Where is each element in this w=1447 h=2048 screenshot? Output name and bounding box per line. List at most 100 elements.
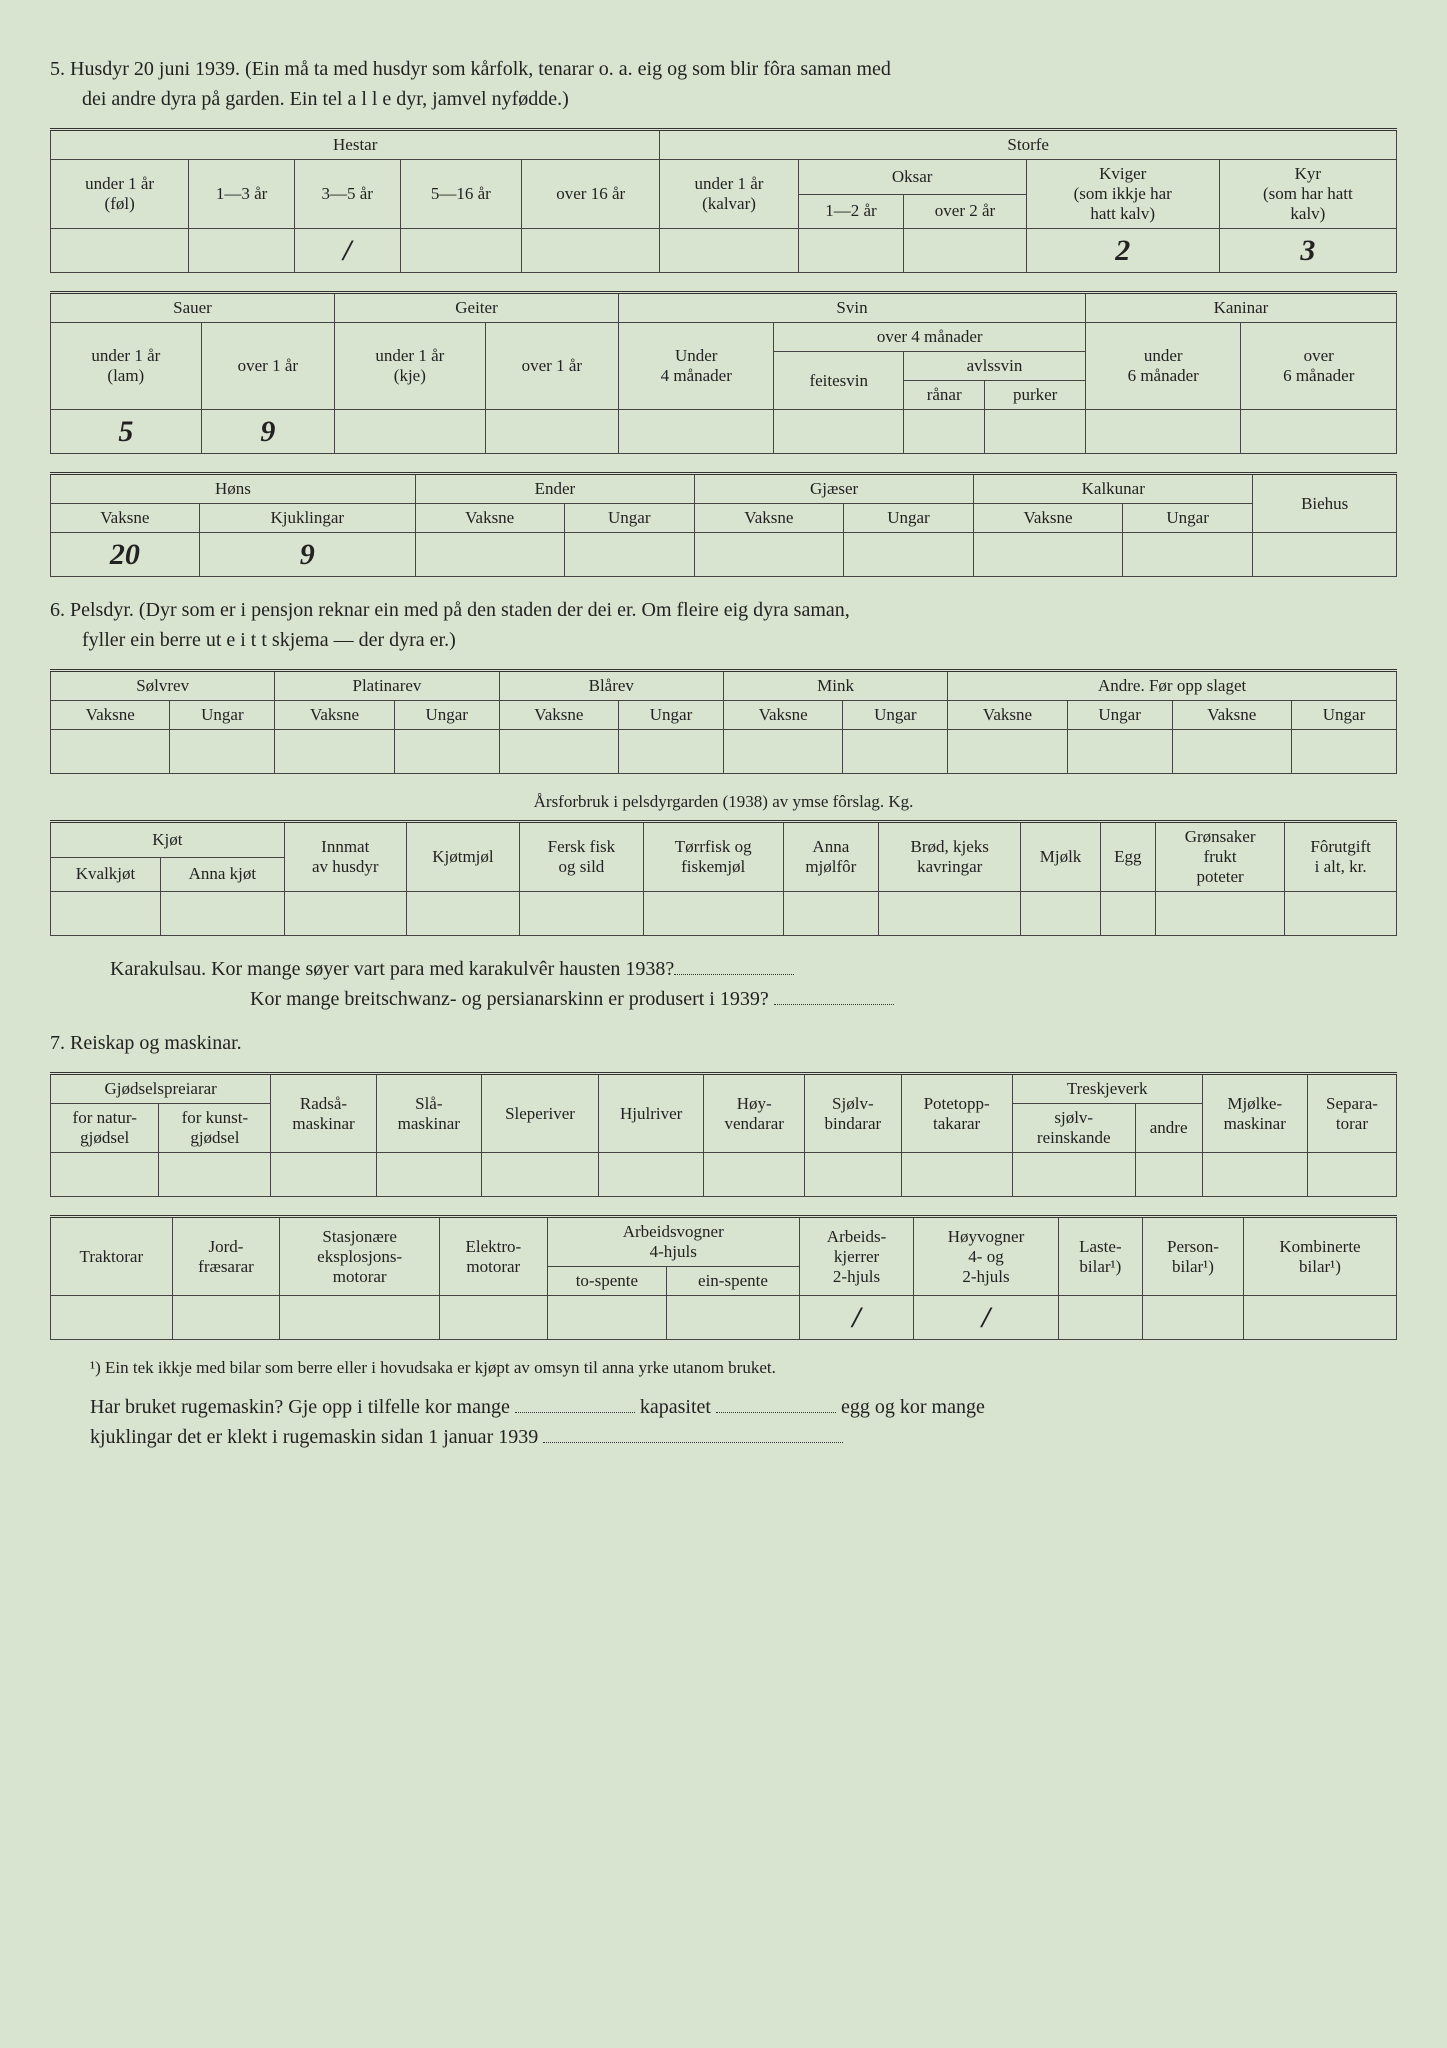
cell[interactable] bbox=[415, 533, 564, 577]
cell[interactable] bbox=[903, 410, 984, 454]
cell[interactable] bbox=[948, 730, 1067, 774]
cell[interactable] bbox=[485, 410, 618, 454]
hdr-ungar: Ungar bbox=[394, 701, 499, 730]
cell[interactable] bbox=[1155, 892, 1284, 936]
cell[interactable] bbox=[1241, 410, 1397, 454]
cell[interactable] bbox=[394, 730, 499, 774]
cell[interactable]: 2 bbox=[1026, 229, 1219, 273]
cell[interactable] bbox=[51, 892, 161, 936]
blank[interactable] bbox=[543, 1429, 843, 1443]
cell[interactable] bbox=[1285, 892, 1397, 936]
hdr-biehus: Biehus bbox=[1253, 474, 1397, 533]
cell[interactable] bbox=[704, 1153, 805, 1197]
cell[interactable]: 3 bbox=[1219, 229, 1396, 273]
cell[interactable] bbox=[439, 1296, 547, 1340]
hdr-blarev: Blårev bbox=[499, 671, 723, 701]
cell[interactable] bbox=[1012, 1153, 1135, 1197]
cell[interactable]: / bbox=[294, 229, 400, 273]
hdr-treskje: Treskjeverk bbox=[1012, 1074, 1202, 1104]
cell[interactable] bbox=[1122, 533, 1252, 577]
blank[interactable] bbox=[716, 1399, 836, 1413]
cell[interactable] bbox=[280, 1296, 440, 1340]
cell[interactable] bbox=[901, 1153, 1012, 1197]
hdr-vaksne: Vaksne bbox=[51, 701, 170, 730]
cell[interactable] bbox=[774, 410, 904, 454]
hdr-tospente: to-spente bbox=[547, 1267, 666, 1296]
cell[interactable] bbox=[335, 410, 486, 454]
cell[interactable] bbox=[400, 229, 522, 273]
cell[interactable] bbox=[798, 229, 904, 273]
cell[interactable] bbox=[643, 892, 783, 936]
cell[interactable] bbox=[1067, 730, 1172, 774]
cell[interactable] bbox=[660, 229, 798, 273]
cell[interactable] bbox=[805, 1153, 901, 1197]
q1b: kapasitet bbox=[640, 1396, 711, 1418]
cell[interactable] bbox=[1172, 730, 1291, 774]
hdr-ungar: Ungar bbox=[843, 701, 948, 730]
cell[interactable] bbox=[723, 730, 842, 774]
cell[interactable] bbox=[481, 1153, 598, 1197]
cell[interactable] bbox=[275, 730, 394, 774]
cell[interactable] bbox=[619, 410, 774, 454]
cell[interactable] bbox=[1058, 1296, 1142, 1340]
cell[interactable] bbox=[271, 1153, 376, 1197]
cell[interactable] bbox=[1135, 1153, 1202, 1197]
cell[interactable] bbox=[51, 1153, 159, 1197]
cell[interactable] bbox=[1307, 1153, 1396, 1197]
cell[interactable] bbox=[172, 1296, 280, 1340]
karakul-q1: Karakulsau. Kor mange søyer vart para me… bbox=[50, 954, 1397, 1014]
cell[interactable] bbox=[1244, 1296, 1397, 1340]
cell[interactable] bbox=[499, 730, 618, 774]
hdr-vaksne: Vaksne bbox=[974, 504, 1123, 533]
cell[interactable] bbox=[599, 1153, 704, 1197]
blank[interactable] bbox=[515, 1399, 635, 1413]
hdr-kviger: Kviger (som ikkje har hatt kalv) bbox=[1026, 160, 1219, 229]
cell[interactable]: 20 bbox=[51, 533, 200, 577]
blank[interactable] bbox=[774, 991, 894, 1005]
cell[interactable] bbox=[520, 892, 644, 936]
cell[interactable] bbox=[161, 892, 285, 936]
section6-title2: fyller ein berre ut e i t t skjema — der… bbox=[50, 625, 1397, 655]
hdr-hoy: Høy- vendarar bbox=[704, 1074, 805, 1153]
cell[interactable] bbox=[51, 229, 189, 273]
cell[interactable]: 5 bbox=[51, 410, 202, 454]
cell[interactable] bbox=[619, 730, 724, 774]
hdr-feite: feitesvin bbox=[774, 352, 904, 410]
cell[interactable] bbox=[51, 730, 170, 774]
cell[interactable] bbox=[879, 892, 1021, 936]
cell[interactable] bbox=[843, 730, 948, 774]
cell[interactable] bbox=[1100, 892, 1155, 936]
cell[interactable]: / bbox=[914, 1296, 1059, 1340]
hdr-vaksne: Vaksne bbox=[948, 701, 1067, 730]
blank[interactable] bbox=[674, 961, 794, 975]
cell[interactable]: 9 bbox=[199, 533, 415, 577]
cell[interactable] bbox=[284, 892, 406, 936]
cell[interactable]: / bbox=[799, 1296, 913, 1340]
cell[interactable]: 9 bbox=[201, 410, 334, 454]
cell[interactable] bbox=[564, 533, 694, 577]
cell[interactable] bbox=[189, 229, 295, 273]
cell[interactable] bbox=[783, 892, 879, 936]
cell[interactable] bbox=[1292, 730, 1397, 774]
cell[interactable] bbox=[170, 730, 275, 774]
hdr-andre: andre bbox=[1135, 1104, 1202, 1153]
cell[interactable] bbox=[843, 533, 973, 577]
cell[interactable] bbox=[406, 892, 519, 936]
cell[interactable] bbox=[1202, 1153, 1307, 1197]
cell[interactable] bbox=[1142, 1296, 1243, 1340]
cell[interactable] bbox=[1253, 533, 1397, 577]
cell[interactable] bbox=[974, 533, 1123, 577]
cell[interactable] bbox=[904, 229, 1026, 273]
cell[interactable] bbox=[1085, 410, 1240, 454]
cell[interactable] bbox=[376, 1153, 481, 1197]
cell[interactable] bbox=[51, 1296, 173, 1340]
cell[interactable] bbox=[547, 1296, 666, 1340]
cell[interactable] bbox=[522, 229, 660, 273]
cell[interactable] bbox=[667, 1296, 800, 1340]
cell[interactable] bbox=[695, 533, 844, 577]
hdr-ho16: over 16 år bbox=[522, 160, 660, 229]
cell[interactable] bbox=[159, 1153, 271, 1197]
hdr-person: Person- bilar¹) bbox=[1142, 1217, 1243, 1296]
cell[interactable] bbox=[1021, 892, 1100, 936]
cell[interactable] bbox=[985, 410, 1086, 454]
